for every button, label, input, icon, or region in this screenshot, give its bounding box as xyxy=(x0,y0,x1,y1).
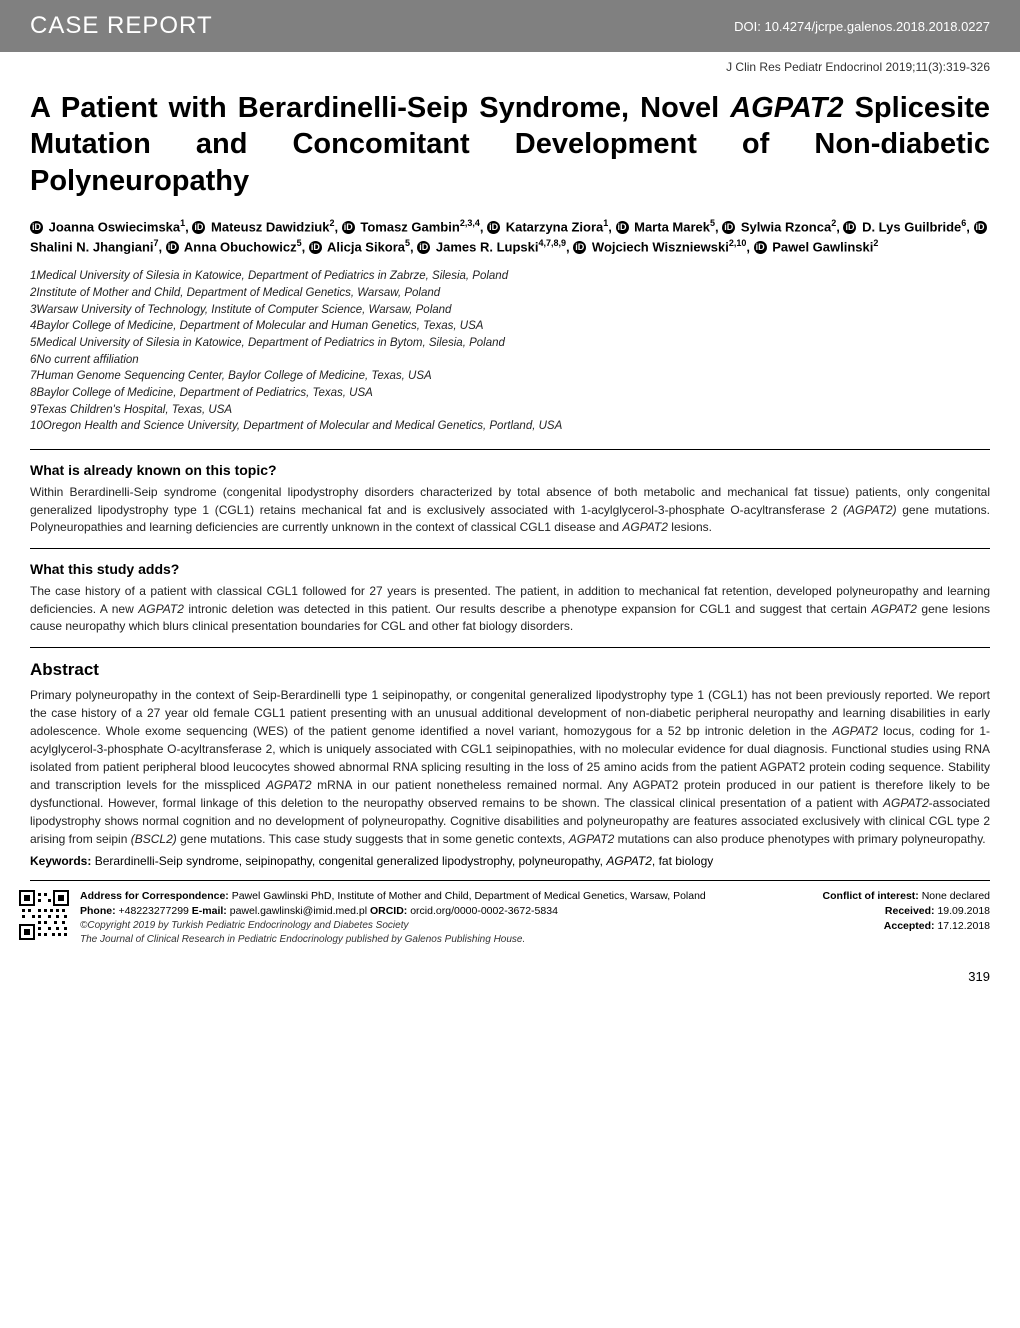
affiliation-line: 6No current affiliation xyxy=(30,352,990,369)
received-label: Received: xyxy=(885,905,935,917)
author-aff-sup: 5 xyxy=(710,218,715,228)
author-aff-sup: 2 xyxy=(873,238,878,248)
known-heading: What is already known on this topic? xyxy=(30,462,990,478)
keywords-text: Berardinelli-Seip syndrome, seipinopathy… xyxy=(91,854,713,868)
author-aff-sup: 5 xyxy=(405,238,410,248)
copyright-2: The Journal of Clinical Research in Pedi… xyxy=(80,933,780,947)
author-aff-sup: 4,7,8,9 xyxy=(539,238,567,248)
phone-text: +48223277299 xyxy=(116,905,192,917)
affiliation-line: 2Institute of Mother and Child, Departme… xyxy=(30,285,990,302)
affiliation-line: 8Baylor College of Medicine, Department … xyxy=(30,385,990,402)
orcid-icon: iD xyxy=(417,241,430,254)
email-label: E-mail: xyxy=(192,905,227,917)
orcid-icon: iD xyxy=(192,221,205,234)
orcid-icon: iD xyxy=(974,221,987,234)
affiliation-line: 4Baylor College of Medicine, Department … xyxy=(30,318,990,335)
orcid-icon: iD xyxy=(487,221,500,234)
orcid-icon: iD xyxy=(342,221,355,234)
journal-citation: J Clin Res Pediatr Endocrinol 2019;11(3)… xyxy=(0,52,1020,90)
article-title: A Patient with Berardinelli-Seip Syndrom… xyxy=(0,90,1020,217)
author-aff-sup: 2,3,4 xyxy=(460,218,480,228)
address-label: Address for Correspondence: xyxy=(80,890,229,902)
author-name: Mateusz Dawidziuk xyxy=(211,219,329,234)
author-name: James R. Lupski xyxy=(436,239,539,254)
adds-text: The case history of a patient with class… xyxy=(30,583,990,635)
orcid-label: ORCID: xyxy=(370,905,407,917)
author-name: Sylwia Rzonca xyxy=(741,219,831,234)
known-section: What is already known on this topic? Wit… xyxy=(0,450,1020,548)
doi-text: DOI: 10.4274/jcrpe.galenos.2018.2018.022… xyxy=(734,19,990,34)
author-name: Alicja Sikora xyxy=(327,239,405,254)
orcid-icon: iD xyxy=(166,241,179,254)
header-bar: CASE REPORT DOI: 10.4274/jcrpe.galenos.2… xyxy=(0,0,1020,52)
phone-label: Phone: xyxy=(80,905,116,917)
orcid-icon: iD xyxy=(843,221,856,234)
affiliation-line: 5Medical University of Silesia in Katowi… xyxy=(30,335,990,352)
author-name: Wojciech Wiszniewski xyxy=(592,239,729,254)
accepted-text: 17.12.2018 xyxy=(935,920,990,932)
page-number: 319 xyxy=(0,955,1020,1002)
orcid-icon: iD xyxy=(573,241,586,254)
author-list: iD Joanna Oswiecimska1, iD Mateusz Dawid… xyxy=(0,217,1020,269)
adds-heading: What this study adds? xyxy=(30,561,990,577)
accepted-label: Accepted: xyxy=(884,920,935,932)
affiliation-line: 3Warsaw University of Technology, Instit… xyxy=(30,302,990,319)
affiliation-line: 10Oregon Health and Science University, … xyxy=(30,418,990,435)
orcid-icon: iD xyxy=(616,221,629,234)
keywords-line: Keywords: Berardinelli-Seip syndrome, se… xyxy=(0,852,1020,880)
keywords-label: Keywords: xyxy=(30,854,91,868)
orcid-icon: iD xyxy=(722,221,735,234)
orcid-icon: iD xyxy=(30,221,43,234)
orcid-icon: iD xyxy=(754,241,767,254)
abstract-text: Primary polyneuropathy in the context of… xyxy=(0,686,1020,852)
abstract-heading: Abstract xyxy=(0,648,1020,686)
author-name: Katarzyna Ziora xyxy=(506,219,604,234)
author-aff-sup: 2,10 xyxy=(729,238,747,248)
footer-left: Address for Correspondence: Pawel Gawlin… xyxy=(80,889,780,946)
author-name: Anna Obuchowicz xyxy=(184,239,297,254)
footer-right: Conflict of interest: None declared Rece… xyxy=(780,889,990,946)
author-name: Tomasz Gambin xyxy=(360,219,459,234)
author-aff-sup: 6 xyxy=(961,218,966,228)
conflict-text: None declared xyxy=(919,890,990,902)
author-name: D. Lys Guilbride xyxy=(862,219,961,234)
qr-code-icon xyxy=(18,889,70,941)
author-aff-sup: 7 xyxy=(154,238,159,248)
adds-section: What this study adds? The case history o… xyxy=(0,549,1020,647)
received-text: 19.09.2018 xyxy=(935,905,990,917)
copyright-1: ©Copyright 2019 by Turkish Pediatric End… xyxy=(80,919,780,933)
orcid-text: orcid.org/0000-0002-3672-5834 xyxy=(407,905,558,917)
affiliation-line: 9Texas Children's Hospital, Texas, USA xyxy=(30,402,990,419)
known-text: Within Berardinelli-Seip syndrome (conge… xyxy=(30,484,990,536)
author-name: Joanna Oswiecimska xyxy=(49,219,181,234)
author-aff-sup: 1 xyxy=(180,218,185,228)
conflict-label: Conflict of interest: xyxy=(823,890,919,902)
author-aff-sup: 1 xyxy=(603,218,608,228)
author-name: Pawel Gawlinski xyxy=(772,239,873,254)
case-report-label: CASE REPORT xyxy=(30,12,213,40)
email-text: pawel.gawlinski@imid.med.pl xyxy=(227,905,370,917)
author-aff-sup: 5 xyxy=(297,238,302,248)
affiliation-line: 1Medical University of Silesia in Katowi… xyxy=(30,268,990,285)
author-name: Shalini N. Jhangiani xyxy=(30,239,154,254)
orcid-icon: iD xyxy=(309,241,322,254)
author-aff-sup: 2 xyxy=(831,218,836,228)
affiliation-list: 1Medical University of Silesia in Katowi… xyxy=(0,268,1020,449)
author-aff-sup: 2 xyxy=(329,218,334,228)
author-name: Marta Marek xyxy=(634,219,710,234)
address-text: Pawel Gawlinski PhD, Institute of Mother… xyxy=(229,890,706,902)
affiliation-line: 7Human Genome Sequencing Center, Baylor … xyxy=(30,368,990,385)
footer-block: Address for Correspondence: Pawel Gawlin… xyxy=(0,881,1020,954)
